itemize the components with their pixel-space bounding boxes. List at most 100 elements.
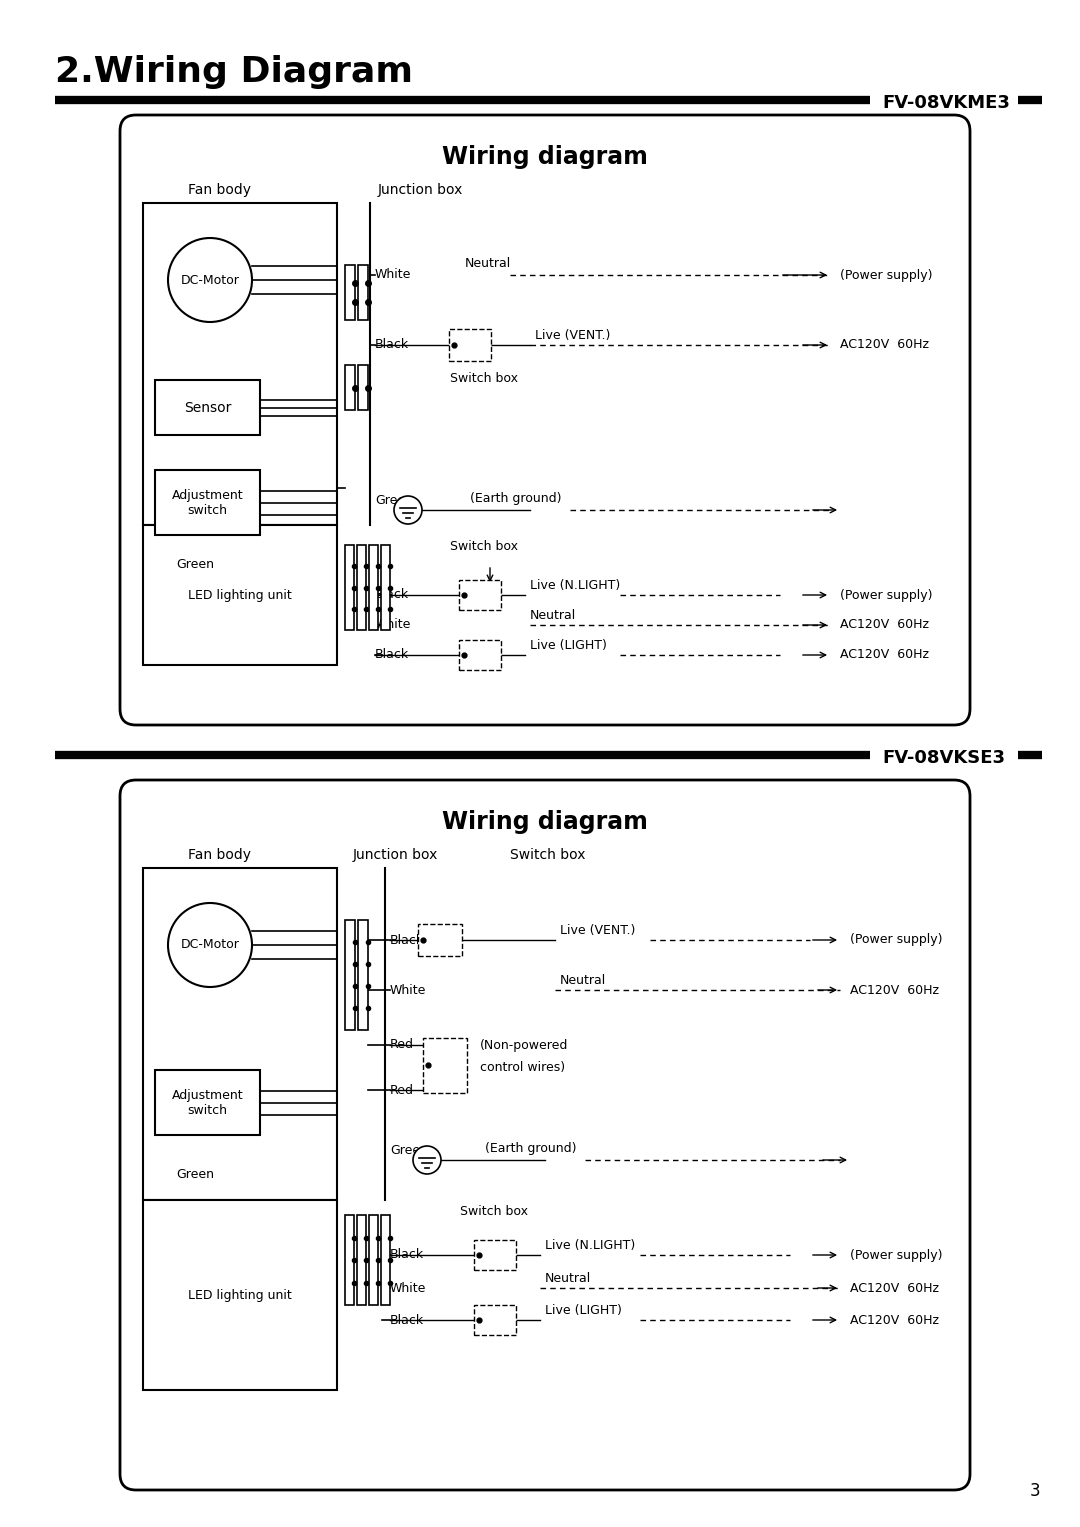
Text: (Power supply): (Power supply)	[840, 588, 932, 602]
Text: Green: Green	[390, 1144, 428, 1156]
Bar	[143, 1200, 337, 1390]
Text: White: White	[375, 618, 411, 632]
Text: FV-08VKSE3: FV-08VKSE3	[882, 750, 1005, 767]
Text: 3: 3	[1029, 1483, 1040, 1500]
Text: Hi: Hi	[440, 1080, 450, 1089]
Text: Adjustment
switch: Adjustment switch	[172, 489, 243, 516]
Bar	[459, 640, 501, 670]
Bar	[357, 266, 368, 321]
Text: (Earth ground): (Earth ground)	[485, 1142, 577, 1154]
Text: (Power supply): (Power supply)	[840, 269, 932, 281]
Text: Green: Green	[176, 1168, 214, 1180]
Text: Switch box: Switch box	[460, 1205, 528, 1219]
Text: Green: Green	[375, 493, 413, 507]
Bar	[369, 545, 378, 631]
Text: Red: Red	[390, 1038, 414, 1052]
Text: Junction box: Junction box	[377, 183, 462, 197]
Bar	[143, 867, 337, 1200]
FancyBboxPatch shape	[120, 115, 970, 725]
Text: Neutral: Neutral	[530, 609, 577, 621]
Text: Sensor: Sensor	[184, 400, 231, 414]
Text: AC120V  60Hz: AC120V 60Hz	[840, 618, 929, 632]
Text: (Power supply): (Power supply)	[850, 933, 943, 947]
Bar	[474, 1240, 516, 1270]
Text: Black: Black	[375, 649, 409, 661]
Text: Black: Black	[390, 1313, 424, 1327]
Text: ON: ON	[491, 1324, 504, 1333]
Text: Adjustment
switch: Adjustment switch	[172, 1089, 243, 1116]
Circle shape	[168, 902, 252, 986]
Text: Fan body: Fan body	[189, 183, 252, 197]
Bar	[459, 580, 501, 609]
Text: Wiring diagram: Wiring diagram	[442, 145, 648, 169]
Bar	[357, 545, 366, 631]
Text: Junction box: Junction box	[352, 847, 437, 863]
Bar	[381, 545, 390, 631]
Text: AC120V  60Hz: AC120V 60Hz	[850, 983, 939, 997]
Text: control wires): control wires)	[480, 1061, 565, 1075]
Text: Switch box: Switch box	[450, 373, 518, 385]
Text: AC120V  60Hz: AC120V 60Hz	[850, 1281, 939, 1295]
Bar	[156, 1070, 260, 1135]
Text: Black: Black	[390, 933, 424, 947]
Text: (Non-powered: (Non-powered	[480, 1038, 568, 1052]
Text: AC120V  60Hz: AC120V 60Hz	[840, 649, 929, 661]
Bar	[345, 545, 354, 631]
Bar	[345, 1215, 354, 1306]
Bar	[449, 328, 491, 360]
Bar	[345, 365, 355, 411]
Bar	[345, 919, 355, 1031]
Text: 2.Wiring Diagram: 2.Wiring Diagram	[55, 55, 413, 89]
FancyBboxPatch shape	[120, 780, 970, 1490]
Text: Live (VENT.): Live (VENT.)	[535, 328, 610, 342]
Text: Switch box: Switch box	[450, 541, 518, 553]
Bar	[143, 525, 337, 664]
Bar	[156, 470, 260, 534]
Text: AC120V  60Hz: AC120V 60Hz	[850, 1313, 939, 1327]
Text: LED lighting unit: LED lighting unit	[188, 1289, 292, 1301]
Bar	[418, 924, 462, 956]
Text: DC-Motor: DC-Motor	[180, 939, 240, 951]
Text: Neutral: Neutral	[465, 257, 511, 270]
Bar	[381, 1215, 390, 1306]
Text: (Earth ground): (Earth ground)	[470, 492, 562, 505]
Text: AC120V  60Hz: AC120V 60Hz	[840, 339, 929, 351]
Text: Green: Green	[176, 557, 214, 571]
Circle shape	[394, 496, 422, 524]
Circle shape	[413, 1145, 441, 1174]
Text: DC-Motor: DC-Motor	[180, 273, 240, 287]
Text: Live (LIGHT): Live (LIGHT)	[545, 1304, 622, 1316]
Text: Wiring diagram: Wiring diagram	[442, 809, 648, 834]
Bar	[357, 1215, 366, 1306]
Text: Neutral: Neutral	[561, 974, 606, 986]
Text: Black: Black	[375, 339, 409, 351]
Text: Black: Black	[375, 588, 409, 602]
Bar	[156, 380, 260, 435]
Text: White: White	[390, 983, 427, 997]
Bar	[474, 1306, 516, 1335]
Text: ON: ON	[491, 1258, 504, 1267]
Text: Live (VENT.): Live (VENT.)	[561, 924, 635, 938]
Text: Live (N.LIGHT): Live (N.LIGHT)	[545, 1238, 635, 1252]
Bar	[357, 919, 368, 1031]
Text: Black: Black	[390, 1249, 424, 1261]
Text: Red: Red	[390, 1084, 414, 1096]
Text: Live (LIGHT): Live (LIGHT)	[530, 638, 607, 652]
Text: (Power supply): (Power supply)	[850, 1249, 943, 1261]
Bar	[369, 1215, 378, 1306]
Text: Neutral: Neutral	[545, 1272, 591, 1286]
Text: ON: ON	[476, 658, 489, 667]
Bar	[143, 203, 337, 525]
Text: ON: ON	[467, 348, 480, 357]
Text: White: White	[390, 1281, 427, 1295]
Text: ON: ON	[436, 945, 449, 953]
Text: Switch box: Switch box	[510, 847, 585, 863]
Bar	[357, 365, 368, 411]
Circle shape	[168, 238, 252, 322]
Text: FV-08VKME3: FV-08VKME3	[882, 95, 1010, 111]
Text: White: White	[375, 269, 411, 281]
Text: Fan body: Fan body	[189, 847, 252, 863]
Text: Live (N.LIGHT): Live (N.LIGHT)	[530, 579, 620, 592]
Text: LED lighting unit: LED lighting unit	[188, 588, 292, 602]
Bar	[423, 1037, 467, 1092]
